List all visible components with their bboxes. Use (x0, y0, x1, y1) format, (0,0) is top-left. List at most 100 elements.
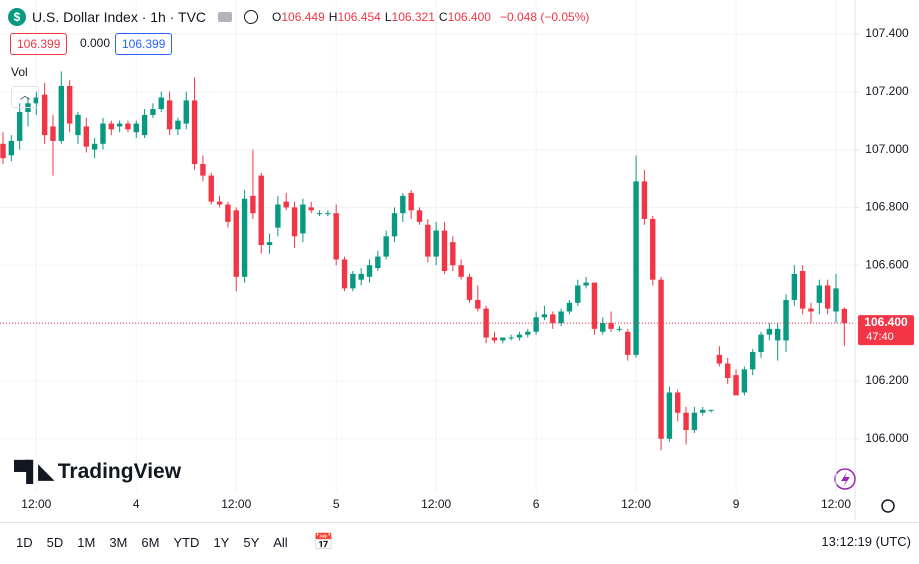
candle-body (716, 354, 723, 364)
range-button[interactable]: 1D (16, 534, 33, 550)
candle-body (541, 314, 548, 318)
candle-body (799, 271, 806, 309)
ask[interactable]: 106.399 (115, 33, 173, 55)
candle-body (325, 213, 331, 215)
candle-body (116, 123, 123, 127)
change: −0.048 (−0.05%) (499, 10, 590, 24)
range-button[interactable]: YTD (173, 534, 200, 550)
range-button[interactable]: All (273, 534, 288, 550)
candle-body (375, 256, 381, 269)
candle-body (566, 302, 573, 312)
candle-body (675, 392, 681, 413)
bid[interactable]: 106.399 (10, 33, 68, 55)
candle-body (475, 299, 481, 309)
x-tick-label: 5 (333, 497, 340, 511)
x-tick-label: 12:00 (821, 497, 851, 511)
date-range-icon[interactable]: 📅 (313, 534, 334, 551)
candle-body (283, 201, 289, 208)
settings-icon[interactable] (881, 499, 895, 513)
ohlc-key: L (384, 10, 392, 24)
y-tick-label: 106.000 (865, 431, 909, 445)
candle-body (75, 114, 81, 136)
candle-body (183, 100, 189, 124)
candle-body (616, 328, 623, 330)
candle-body (216, 201, 223, 205)
candle-body (91, 143, 98, 150)
candle-body (600, 323, 606, 332)
candle-body (366, 265, 373, 277)
candle-body (791, 273, 798, 300)
candle-body (766, 328, 773, 335)
candle-body (441, 230, 448, 272)
x-tick-label: 4 (133, 497, 140, 511)
candle-body (50, 126, 56, 141)
y-tick-label: 106.600 (865, 257, 909, 271)
range-button[interactable]: 1Y (213, 534, 230, 550)
candle-body (841, 308, 848, 324)
candle-body (166, 100, 173, 130)
candle-body (391, 213, 398, 237)
range-button[interactable]: 5Y (243, 534, 260, 550)
candle-body (83, 126, 89, 147)
candle-body (241, 198, 248, 277)
candle-body (225, 204, 231, 222)
candle-body (275, 204, 281, 228)
candle-body (625, 331, 631, 355)
candle-body (808, 308, 814, 312)
candle-body (250, 195, 256, 214)
candle-body (500, 337, 506, 341)
ohlc-key: H (328, 10, 338, 24)
candle-body (16, 111, 23, 141)
brand-mark: ▀▌◣ (14, 461, 54, 483)
candle-body (583, 282, 589, 286)
candle-body (750, 351, 756, 370)
y-tick-label: 106.800 (865, 200, 909, 214)
x-tick-label: 9 (733, 497, 740, 511)
candle-body (383, 236, 389, 257)
symbol-logo: $ (8, 8, 26, 26)
candle-body (175, 120, 181, 130)
candle-body (8, 140, 15, 156)
alert-icon[interactable] (834, 468, 856, 490)
candle-body (425, 224, 431, 257)
candle-body (308, 207, 314, 211)
candle-body (450, 242, 456, 266)
range-button[interactable]: 3M (109, 534, 128, 550)
candle-body (608, 323, 614, 329)
icon[interactable] (244, 10, 259, 24)
candle-body (358, 273, 364, 280)
candle-body (816, 285, 823, 303)
symbol[interactable]: U.S. Dollar Index · 1h · TVC (32, 9, 207, 25)
candle-body (200, 164, 206, 176)
range-button[interactable]: 5D (46, 534, 64, 550)
candle-body (341, 259, 348, 289)
ohlc-value: 106.454 (337, 10, 381, 24)
icon[interactable] (218, 12, 233, 22)
collapse-button[interactable]: ︿ (11, 86, 39, 108)
candle-body (641, 181, 648, 219)
y-tick-label: 107.400 (865, 26, 909, 40)
candle-body (691, 412, 698, 431)
x-tick-label: 6 (533, 497, 540, 511)
candle-body (41, 94, 48, 136)
range-button[interactable]: 1M (77, 534, 96, 550)
range-button[interactable]: 6M (141, 534, 160, 550)
candle-body (633, 181, 639, 355)
candle-body (233, 210, 239, 277)
ohlc-value: 106.449 (281, 10, 325, 24)
ohlc-key: O (272, 10, 282, 24)
alert-bolt (841, 472, 850, 487)
candle-body (125, 123, 131, 130)
x-tick-label: 12:00 (21, 497, 51, 511)
header: $ U.S. Dollar Index · 1h · TVC O106.449 H… (8, 6, 589, 28)
candle-body (725, 363, 731, 379)
candle-body (316, 213, 323, 215)
candle-body (458, 265, 464, 277)
candle-body (400, 195, 406, 214)
candle-body (33, 97, 40, 104)
candle-body (291, 207, 298, 237)
candle-body (783, 299, 789, 341)
candle-body (208, 175, 214, 202)
candle-body (408, 192, 414, 211)
